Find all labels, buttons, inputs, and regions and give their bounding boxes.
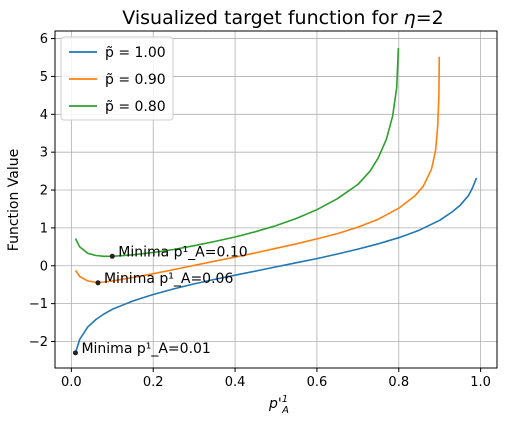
y-tick-label: −1	[29, 297, 48, 312]
minima-label-2: Minima p¹_A=0.06	[104, 271, 233, 287]
x-tick-label: 0.6	[307, 375, 328, 390]
legend: p̃ = 1.00 p̃ = 0.90 p̃ = 0.80	[60, 36, 174, 121]
y-tick-label: 5	[40, 70, 48, 85]
series	[74, 47, 478, 354]
x-tick-label: 1.0	[470, 375, 491, 390]
legend-box	[60, 36, 174, 121]
grid	[55, 31, 497, 368]
series-line-3	[74, 47, 400, 258]
y-tick-label: −2	[29, 335, 48, 350]
minima-point-1	[109, 253, 115, 259]
y-tick-label: 2	[40, 184, 48, 199]
x-tick-label: 0.8	[388, 375, 409, 390]
minima: Minima p¹_A=0.10 Minima p¹_A=0.06 Minima p…	[72, 244, 248, 357]
y-tick-label: 4	[40, 108, 48, 123]
x-axis-title: p'1 A	[268, 394, 289, 416]
series-line-1	[74, 177, 478, 354]
series-line-2	[74, 56, 441, 284]
chart-title: Visualized target function for η=2	[122, 7, 443, 29]
legend-label-3: p̃ = 0.80	[105, 99, 166, 115]
legend-label-2: p̃ = 0.90	[105, 72, 166, 88]
x-tick-label: 0.4	[225, 375, 246, 390]
y-tick-label: 3	[40, 146, 48, 161]
y-tick-label: 1	[40, 221, 48, 236]
x-tick-label: 0.0	[61, 375, 82, 390]
ticks: 0.0 0.2 0.4 0.6 0.8 1.0 −2 −1 0 1 2 3 4 5 6	[29, 32, 491, 390]
minima-point-2	[95, 280, 101, 286]
y-tick-label: 6	[40, 32, 48, 47]
minima-point-3	[72, 350, 78, 356]
legend-label-1: p̃ = 1.00	[105, 45, 166, 61]
y-axis-title: Function Value	[6, 149, 22, 251]
minima-label-3: Minima p¹_A=0.01	[81, 341, 210, 357]
minima-label-1: Minima p¹_A=0.10	[118, 244, 247, 260]
y-tick-label: 0	[40, 259, 48, 274]
x-tick-label: 0.2	[143, 375, 164, 390]
plot-frame	[54, 30, 498, 369]
